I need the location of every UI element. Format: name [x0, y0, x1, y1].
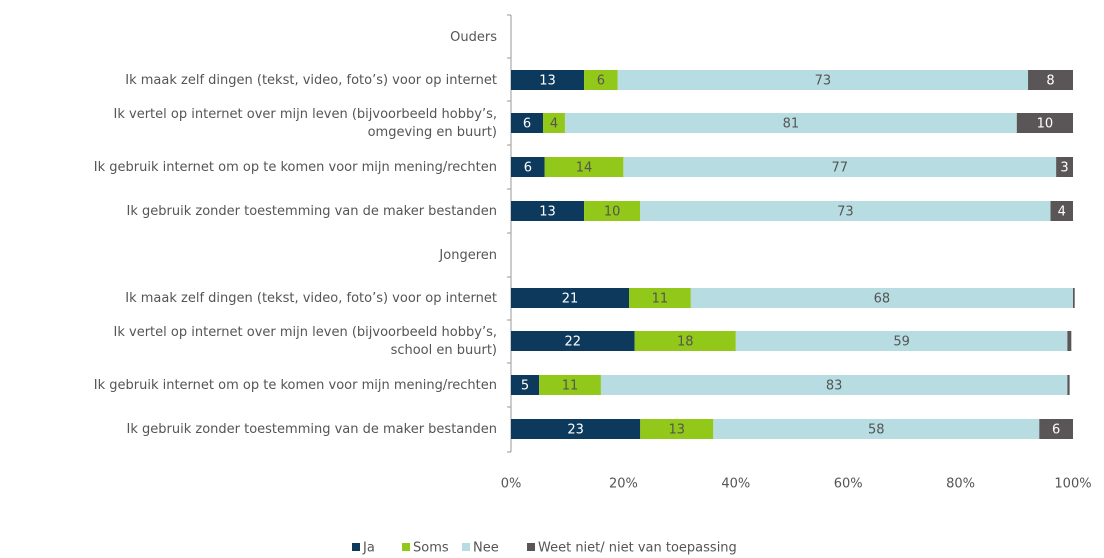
bar-segment [511, 288, 630, 308]
bar-segment [1067, 375, 1070, 395]
bar-segment [617, 70, 1029, 90]
bar-segment [1016, 113, 1073, 133]
bar-segment [1050, 201, 1073, 221]
bar-segment [511, 70, 585, 90]
data-label: 11 [562, 379, 579, 394]
category-label: Ik vertel op internet over mijn leven (b… [114, 325, 497, 358]
data-label: 3 [1060, 161, 1068, 176]
data-label: 21 [562, 292, 579, 307]
bar-segment [1039, 419, 1073, 439]
data-label: 59 [893, 335, 910, 350]
bar-segment [640, 419, 714, 439]
data-label: 4 [1058, 205, 1066, 220]
data-label: 13 [539, 74, 556, 89]
x-tick-label: 100% [1054, 477, 1091, 492]
bar-segment [623, 157, 1057, 177]
category-label: Jongeren [438, 248, 497, 263]
legend-label: Soms [413, 541, 449, 556]
data-label: 6 [523, 117, 531, 132]
legend-label: Nee [473, 541, 499, 556]
legend-swatch [352, 543, 360, 551]
bar-segment [511, 201, 585, 221]
bar-segment [511, 419, 641, 439]
category-label: Ik gebruik zonder toestemming van de mak… [127, 422, 497, 437]
category-label: Ik maak zelf dingen (tekst, video, foto’… [125, 291, 497, 306]
x-tick-label: 20% [609, 477, 638, 492]
legend-label: Ja [362, 541, 375, 556]
bar-segment [511, 375, 540, 395]
category-label: Ik maak zelf dingen (tekst, video, foto’… [125, 73, 497, 88]
data-label: 77 [831, 161, 848, 176]
data-label: 81 [783, 117, 800, 132]
bar-segment [690, 288, 1073, 308]
bar-segment [629, 288, 691, 308]
data-label: 18 [677, 335, 694, 350]
legend-swatch [527, 543, 535, 551]
data-label: 13 [669, 423, 686, 438]
bar-segment [600, 375, 1068, 395]
data-label: 6 [524, 161, 532, 176]
data-label: 23 [567, 423, 584, 438]
bar-segment [511, 113, 544, 133]
bar-segment [584, 201, 641, 221]
bar-segment [1028, 70, 1073, 90]
legend-swatch [462, 543, 470, 551]
data-label: 73 [815, 74, 832, 89]
data-label: 68 [874, 292, 891, 307]
data-label: 6 [597, 74, 605, 89]
data-label: 6 [1052, 423, 1060, 438]
data-label: 73 [837, 205, 854, 220]
data-label: 4 [550, 117, 558, 132]
data-label: 22 [565, 335, 582, 350]
bar-segment [539, 375, 601, 395]
data-label: 14 [576, 161, 593, 176]
bar-segment [713, 419, 1040, 439]
data-label: 5 [521, 379, 529, 394]
bar-segment [511, 157, 545, 177]
bar-segment [735, 331, 1068, 351]
category-label: Ouders [450, 30, 497, 45]
category-label: Ik gebruik internet om op te komen voor … [94, 160, 497, 175]
legend-swatch [402, 543, 410, 551]
data-label: 8 [1046, 74, 1054, 89]
data-label: 83 [826, 379, 843, 394]
data-label: 11 [652, 292, 669, 307]
x-tick-label: 40% [721, 477, 750, 492]
bar-segment [511, 331, 635, 351]
x-tick-label: 0% [501, 477, 522, 492]
category-label: Ik vertel op internet over mijn leven (b… [114, 107, 497, 140]
legend-label: Weet niet/ niet van toepassing [538, 541, 737, 556]
bar-segment [584, 70, 618, 90]
category-label: Ik gebruik zonder toestemming van de mak… [127, 204, 497, 219]
data-label: 10 [1037, 117, 1054, 132]
bar-segment [544, 157, 624, 177]
data-label: 13 [539, 205, 556, 220]
bar-segment [543, 113, 565, 133]
category-label: Ik gebruik internet om op te komen voor … [94, 378, 497, 393]
data-label: 58 [868, 423, 885, 438]
x-tick-label: 60% [834, 477, 863, 492]
bar-segment [1067, 331, 1072, 351]
bar-segment [564, 113, 1017, 133]
data-label: 10 [604, 205, 621, 220]
x-tick-label: 80% [946, 477, 975, 492]
bar-segment [1056, 157, 1073, 177]
bar-segment [634, 331, 736, 351]
bar-segment [1073, 288, 1075, 308]
bar-segment [640, 201, 1051, 221]
